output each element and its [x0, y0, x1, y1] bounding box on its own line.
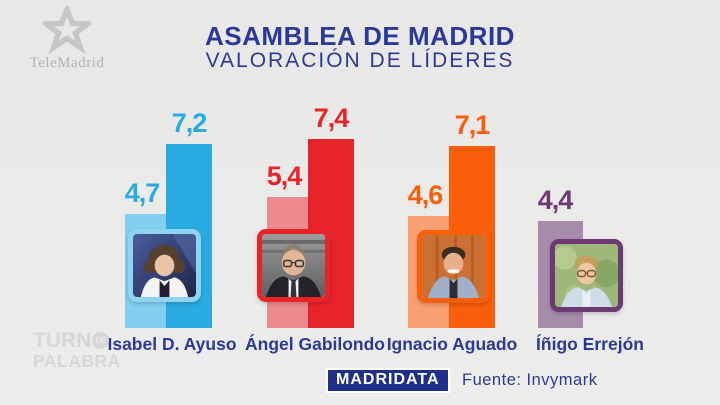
leader-group-aguado: 4,6 7,1 [408, 112, 500, 328]
turno-de-palabra-logo: TURN DE PALABRA [33, 330, 121, 371]
leader-name-gabilondo: Ángel Gabilondo [245, 334, 385, 354]
photo-isabel-ayuso [128, 229, 201, 302]
telemadrid-star-icon [43, 6, 91, 54]
turno-word: TURN [33, 329, 92, 352]
page-subtitle: VALORACIÓN DE LÍDERES [205, 49, 515, 72]
leader-name-errejon: Íñigo Errejón [536, 334, 644, 354]
value-label-dark-ayuso: 7,2 [171, 108, 208, 138]
photo-angel-gabilondo [257, 229, 330, 302]
leader-name-aguado: Ignacio Aguado [386, 334, 518, 354]
page-title: ASAMBLEA DE MADRID [205, 21, 515, 51]
value-label-light-errejon: 4,4 [537, 185, 574, 215]
value-label-light-ayuso: 4,7 [124, 178, 161, 208]
telemadrid-logo: TeleMadrid [22, 6, 112, 72]
photo-inigo-errejon [550, 239, 623, 312]
leader-name-ayuso: Isabel D. Ayuso [107, 334, 237, 354]
telemadrid-wordmark: TeleMadrid [29, 55, 105, 71]
value-label-dark-aguado: 7,1 [454, 110, 491, 140]
photo-ignacio-aguado [417, 230, 490, 303]
source-label: Fuente: Invymark [462, 371, 598, 389]
value-label-light-aguado: 4,6 [407, 180, 444, 210]
value-label-light-gabilondo: 5,4 [266, 161, 303, 191]
leader-group-ayuso: 4,7 7,2 [125, 110, 217, 328]
madridata-badge: MADRIDATA [326, 368, 450, 393]
turno-de-circle: DE [92, 332, 110, 349]
leader-group-errejon: 4,4 [538, 128, 630, 328]
value-label-dark-gabilondo: 7,4 [313, 103, 350, 133]
palabra-word: PALABRA [33, 351, 121, 371]
leader-group-gabilondo: 5,4 7,4 [257, 105, 359, 328]
